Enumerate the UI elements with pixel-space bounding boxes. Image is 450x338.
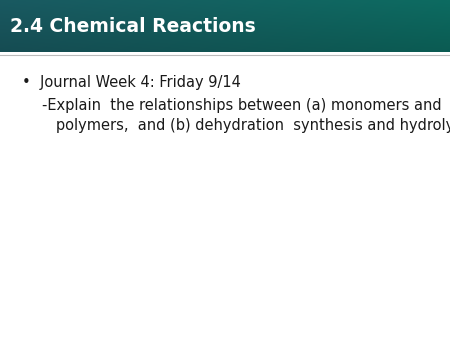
Text: 2.4 Chemical Reactions: 2.4 Chemical Reactions [10,17,256,35]
Text: polymers,  and (b) dehydration  synthesis and hydrolysis.: polymers, and (b) dehydration synthesis … [42,118,450,133]
Text: -Explain  the relationships between (a) monomers and: -Explain the relationships between (a) m… [42,98,441,113]
Text: •  Journal Week 4: Friday 9/14: • Journal Week 4: Friday 9/14 [22,75,241,90]
